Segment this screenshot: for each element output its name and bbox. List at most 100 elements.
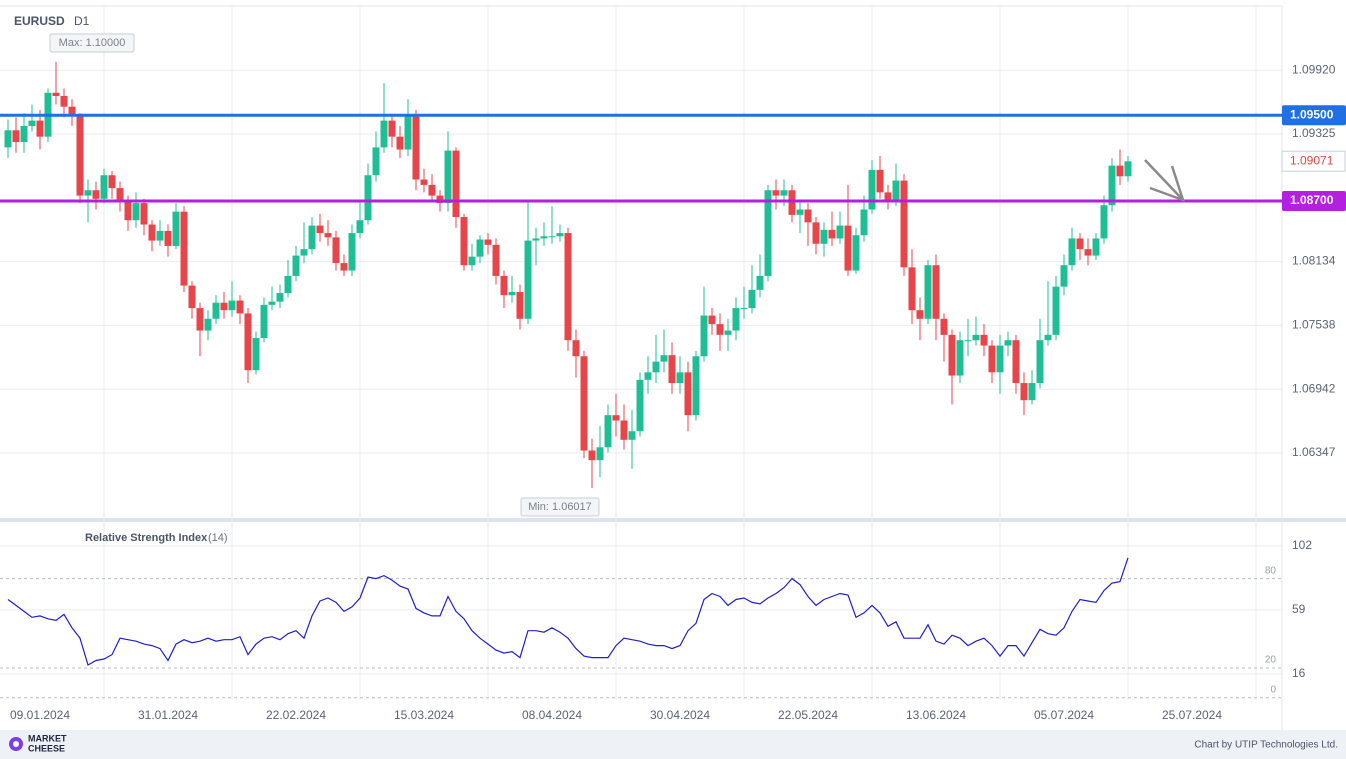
candle-body [580, 356, 588, 451]
candle-body [756, 275, 764, 290]
candle-body [124, 200, 132, 221]
candle-body [452, 150, 460, 218]
candle-body [476, 239, 484, 257]
candle-body [484, 239, 492, 245]
candle-body [996, 345, 1004, 373]
rsi-level-label: 0 [1270, 684, 1276, 695]
candle-body [980, 334, 988, 346]
rsi-level-label: 80 [1265, 565, 1277, 576]
candle-body [132, 203, 140, 221]
candle-body [212, 302, 220, 319]
y-tick-label: 1.06347 [1292, 445, 1336, 459]
x-tick-label: 31.01.2024 [138, 708, 198, 722]
candle-body [12, 130, 20, 143]
candle-body [764, 190, 772, 276]
candle-body [724, 330, 732, 335]
candle-body [292, 255, 300, 276]
min-box [520, 497, 600, 517]
candle-body [100, 175, 108, 199]
candle-body [180, 211, 188, 286]
candle-body [940, 318, 948, 335]
credit: Chart by UTIP Technologies Ltd. [1194, 740, 1338, 751]
candle-body [596, 447, 604, 461]
candle-body [788, 190, 796, 215]
candle-body [28, 120, 36, 126]
max-label: Max: 1.10000 [59, 37, 126, 49]
candle-body [820, 229, 828, 244]
x-tick-label: 09.01.2024 [10, 708, 70, 722]
candle-body [268, 301, 276, 305]
candle-body [516, 291, 524, 319]
candle-body [924, 265, 932, 319]
candle-body [844, 225, 852, 271]
candle-body [156, 230, 164, 241]
x-tick-label: 08.04.2024 [522, 708, 582, 722]
level-label: 1.08700 [1290, 193, 1334, 207]
candle-body [1092, 238, 1100, 256]
candle-body [500, 275, 508, 296]
last-price-label: 1.09071 [1290, 153, 1334, 167]
candle-body [68, 106, 76, 116]
candle-body [708, 315, 716, 325]
candle-body [868, 169, 876, 210]
candle-body [172, 211, 180, 246]
candle-body [332, 237, 340, 264]
rsi-period: (14) [208, 532, 228, 544]
candle-body [460, 217, 468, 266]
candle-body [92, 190, 100, 199]
candle-body [716, 324, 724, 335]
candle-body [588, 450, 596, 461]
x-tick-label: 22.02.2024 [266, 708, 326, 722]
candle-body [540, 236, 548, 239]
candle-body [436, 195, 444, 204]
y-tick-label: 1.09920 [1292, 62, 1336, 76]
candle-body [316, 225, 324, 234]
candle-body [404, 115, 412, 150]
candle-body [524, 240, 532, 319]
candle-body [1068, 238, 1076, 266]
candle-body [836, 225, 844, 239]
candle-body [972, 334, 980, 341]
x-tick-label: 05.07.2024 [1034, 708, 1094, 722]
candle-body [260, 304, 268, 339]
candle-body [732, 308, 740, 331]
candle-body [1028, 383, 1036, 401]
candle-body [988, 345, 996, 373]
candle-body [164, 230, 172, 246]
candle-body [1076, 238, 1084, 250]
arrow [1144, 159, 1185, 203]
candle-body [556, 233, 564, 237]
rsi-level-label: 20 [1265, 655, 1277, 666]
candle-body [1124, 161, 1132, 177]
y-tick-label: 1.07538 [1292, 318, 1336, 332]
logo-icon-hole [13, 741, 19, 747]
candle-body [420, 179, 428, 185]
candle-body [692, 356, 700, 416]
arrow-shaft [1144, 159, 1184, 201]
candle-body [52, 92, 60, 96]
candle-body [196, 308, 204, 331]
candle-body [572, 340, 580, 357]
candle-body [364, 175, 372, 221]
candle-body [772, 190, 780, 196]
candle-body [1020, 383, 1028, 401]
candle-body [932, 265, 940, 319]
candle-body [252, 338, 260, 371]
candle-body [308, 225, 316, 250]
candle-body [340, 263, 348, 271]
rsi-title: Relative Strength Index [85, 532, 208, 544]
candle-body [956, 340, 964, 376]
candle-body [276, 293, 284, 302]
candle-body [236, 300, 244, 314]
candle-body [412, 115, 420, 180]
candle-body [676, 372, 684, 384]
candle-body [60, 95, 68, 107]
candle-body [468, 256, 476, 266]
candle-body [188, 285, 196, 309]
candle-body [36, 120, 44, 137]
candle-body [548, 236, 556, 238]
candle-body [612, 415, 620, 421]
candle-body [116, 188, 124, 201]
candle-body [396, 136, 404, 150]
